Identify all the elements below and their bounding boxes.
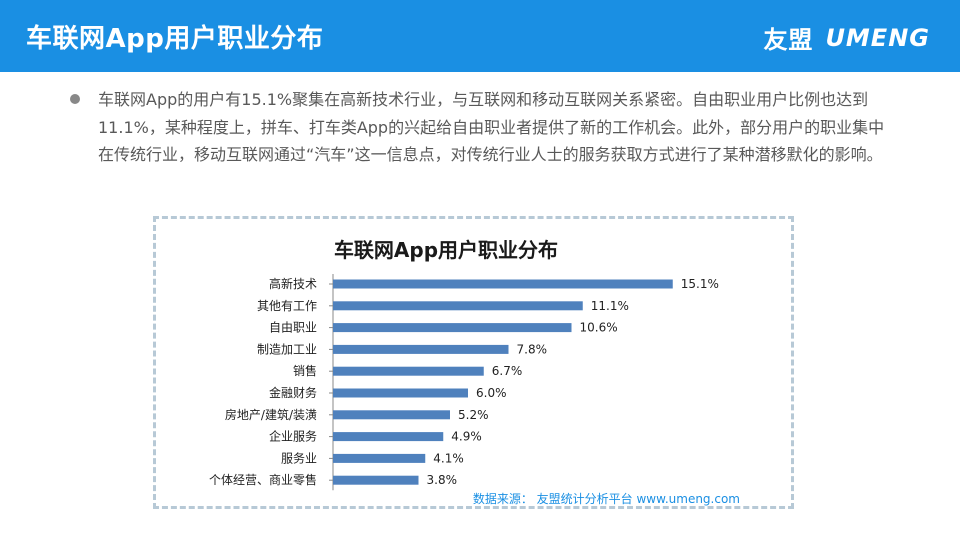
category-label: 其他有工作 (257, 299, 317, 313)
bar-chart: 车联网App用户职业分布 高新技术 15.1% 其他有工作 11.1% 自由职业 10.6… (209, 238, 740, 506)
bar (333, 388, 468, 398)
bar (333, 279, 673, 289)
bar (333, 323, 572, 333)
category-label: 高新技术 (269, 276, 317, 291)
value-label: 4.1% (433, 451, 464, 465)
chart-bars: 高新技术 15.1% 其他有工作 11.1% 自由职业 10.6% 制造加工业 7.8% 销售 6… (209, 274, 719, 491)
bar (333, 344, 509, 354)
page-title: 车联网App用户职业分布 (26, 24, 324, 54)
category-label: 自由职业 (269, 321, 317, 335)
category-label: 制造加工业 (257, 342, 317, 356)
category-label: 个体经营、商业零售 (209, 472, 317, 487)
logo-en-text: UMENG (825, 23, 930, 52)
bullet-dot-icon (70, 94, 80, 104)
bar (333, 301, 583, 311)
logo-cn-text: 友盟 (763, 26, 814, 54)
bar (333, 475, 419, 485)
category-label: 销售 (293, 363, 317, 378)
chart-source: 数据来源： 友盟统计分析平台 www.umeng.com (473, 491, 740, 506)
umeng-logo: 友盟 UMENG (763, 20, 930, 55)
chart-title: 车联网App用户职业分布 (334, 238, 558, 262)
value-label: 6.7% (492, 364, 523, 378)
header-bar: 车联网App用户职业分布 友盟 UMENG (0, 0, 960, 72)
value-label: 7.8% (517, 342, 548, 356)
category-label: 服务业 (281, 450, 317, 465)
chart-container: 车联网App用户职业分布 高新技术 15.1% 其他有工作 11.1% 自由职业 10.6… (153, 216, 794, 509)
category-label: 金融财务 (269, 385, 317, 400)
bar (333, 366, 484, 376)
category-label: 房地产/建筑/装潢 (225, 407, 317, 422)
value-label: 11.1% (591, 299, 629, 313)
value-label: 4.9% (451, 430, 482, 444)
bullet-paragraph: 车联网App的用户有15.1%聚集在高新技术行业，与互联网和移动互联网关系紧密。… (70, 86, 900, 169)
value-label: 6.0% (476, 386, 507, 400)
value-label: 3.8% (427, 473, 458, 487)
value-label: 15.1% (681, 277, 719, 291)
bar (333, 410, 450, 420)
category-label: 企业服务 (269, 429, 317, 444)
value-label: 5.2% (458, 408, 489, 422)
bullet-text: 车联网App的用户有15.1%聚集在高新技术行业，与互联网和移动互联网关系紧密。… (98, 90, 885, 164)
value-label: 10.6% (580, 321, 618, 335)
bar (333, 432, 444, 442)
bar (333, 453, 426, 463)
